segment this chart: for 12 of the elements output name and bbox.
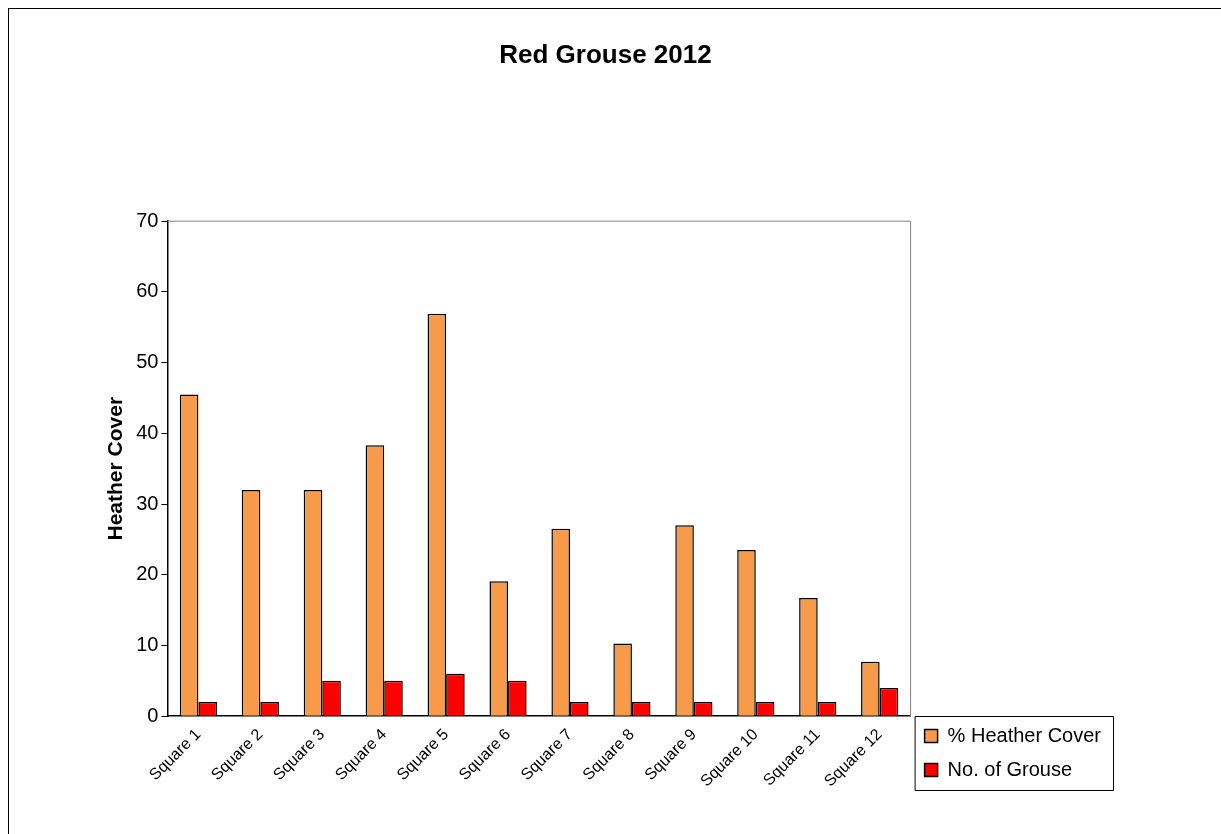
y-tick-label: 40 — [136, 420, 159, 443]
y-tick-label: 60 — [136, 279, 159, 302]
y-axis-title: Heather Cover — [103, 396, 127, 541]
y-tick-label: 70 — [136, 208, 159, 231]
legend-label: % Heather Cover — [947, 723, 1102, 746]
y-tick-label: 30 — [136, 491, 159, 514]
y-tick-label: 0 — [147, 703, 159, 726]
chart-title: Red Grouse 2012 — [499, 38, 712, 69]
y-tick-label: 50 — [136, 350, 159, 373]
y-tick-label: 10 — [136, 633, 159, 656]
legend-label: No. of Grouse — [947, 757, 1073, 780]
y-tick-label: 20 — [136, 562, 159, 585]
